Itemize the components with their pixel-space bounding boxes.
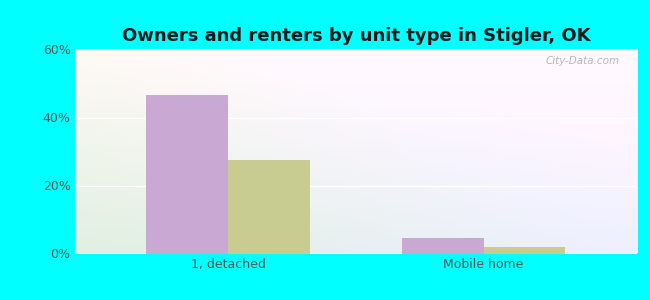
Bar bbox=[146, 95, 228, 253]
Legend: Owner occupied units, Renter occupied units: Owner occupied units, Renter occupied un… bbox=[174, 296, 538, 300]
Bar bbox=[228, 160, 310, 254]
Bar bbox=[484, 247, 566, 254]
Bar bbox=[402, 238, 484, 254]
Text: City-Data.com: City-Data.com bbox=[546, 56, 620, 66]
Title: Owners and renters by unit type in Stigler, OK: Owners and renters by unit type in Stigl… bbox=[122, 27, 590, 45]
